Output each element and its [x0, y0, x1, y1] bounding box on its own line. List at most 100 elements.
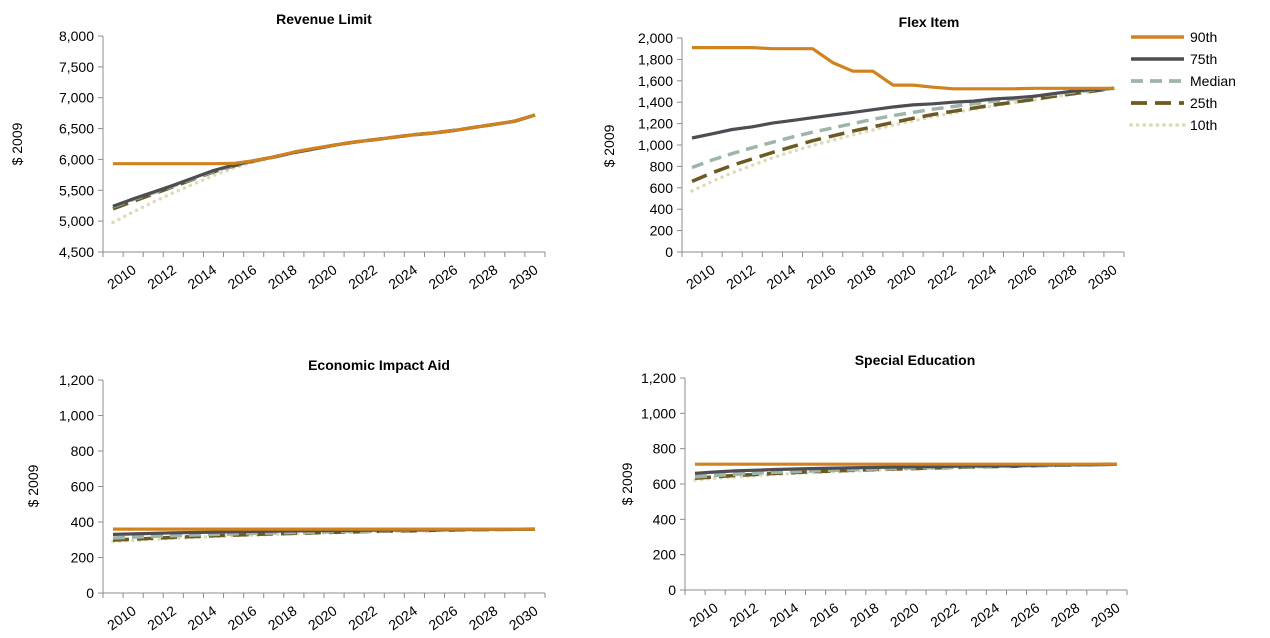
- y-tick-label: 1,000: [638, 137, 673, 153]
- y-tick-label: 0: [86, 585, 94, 601]
- x-tick-label: 2026: [426, 602, 461, 633]
- chart-title: Special Education: [855, 352, 976, 368]
- y-tick-label: 5,500: [59, 182, 94, 198]
- x-tick-label: 2010: [686, 599, 721, 630]
- series-line-median: [691, 86, 1115, 170]
- legend-item: 10th: [1129, 117, 1217, 133]
- y-tick-label: 7,500: [59, 59, 94, 75]
- x-tick-label: 2020: [887, 599, 922, 630]
- y-tick-label: 200: [653, 547, 677, 563]
- y-tick-label: 400: [71, 514, 95, 530]
- y-tick-label: 4,500: [59, 244, 94, 260]
- chart-economic-impact-aid: Economic Impact Aid $ 2009 0 200 400 600 800 1,…: [25, 357, 546, 633]
- series-line-90th: [692, 45, 1114, 91]
- x-tick-label: 2020: [884, 261, 919, 292]
- x-tick-label: 2022: [345, 261, 380, 292]
- x-tick-label: 2014: [185, 602, 220, 633]
- x-tick-label: 2026: [1008, 599, 1043, 630]
- legend-item: Median: [1131, 73, 1236, 89]
- x-tick-label: 2020: [305, 602, 340, 633]
- x-tick-label: 2012: [723, 261, 758, 292]
- x-tick-label: 2018: [265, 602, 300, 633]
- x-tick-label: 2028: [466, 261, 501, 292]
- y-tick-label: 200: [650, 223, 674, 239]
- y-tick-label: 1,000: [59, 408, 94, 424]
- y-tick-label: 600: [71, 479, 95, 495]
- y-tick-label: 600: [653, 476, 677, 492]
- x-tick-label: 2016: [807, 599, 842, 630]
- y-tick-label: 1,200: [59, 372, 94, 388]
- x-tick-label: 2022: [345, 602, 380, 633]
- legend-label: 10th: [1190, 117, 1217, 133]
- x-tick-label: 2014: [767, 599, 802, 630]
- legend-item: 25th: [1131, 95, 1217, 111]
- y-tick-label: 1,000: [641, 405, 676, 421]
- chart-legend: 90th 75th Median 25th 10th: [1129, 29, 1236, 133]
- x-tick-label: 2016: [225, 261, 260, 292]
- y-tick-label: 1,200: [641, 370, 676, 386]
- y-tick-label: 1,800: [638, 51, 673, 67]
- y-tick-label: 800: [650, 158, 674, 174]
- x-tick-label: 2030: [506, 261, 541, 292]
- x-tick-label: 2022: [924, 261, 959, 292]
- y-tick-label: 400: [653, 511, 677, 527]
- series-line-10th: [111, 113, 537, 225]
- y-tick-label: 5,000: [59, 213, 94, 229]
- chart-title: Economic Impact Aid: [308, 357, 450, 373]
- y-axis-label: $ 2009: [601, 124, 617, 167]
- x-tick-label: 2024: [964, 261, 999, 292]
- x-tick-label: 2010: [104, 261, 139, 292]
- x-tick-label: 2018: [265, 261, 300, 292]
- series-line-75th: [691, 86, 1115, 140]
- x-tick-label: 2018: [844, 261, 879, 292]
- legend-label: 75th: [1190, 51, 1217, 67]
- y-tick-label: 200: [71, 550, 95, 566]
- x-tick-label: 2018: [847, 599, 882, 630]
- x-tick-label: 2024: [385, 602, 420, 633]
- y-tick-label: 600: [650, 180, 674, 196]
- legend-label: Median: [1190, 73, 1236, 89]
- y-tick-label: 2,000: [638, 30, 673, 46]
- x-tick-label: 2012: [726, 599, 761, 630]
- x-tick-label: 2016: [804, 261, 839, 292]
- y-axis-label: $ 2009: [619, 462, 635, 505]
- x-tick-label: 2010: [104, 602, 139, 633]
- y-axis-label: $ 2009: [25, 464, 41, 507]
- x-tick-label: 2014: [185, 261, 220, 292]
- chart-title: Flex Item: [899, 14, 960, 30]
- y-tick-label: 6,500: [59, 121, 94, 137]
- legend-label: 90th: [1190, 29, 1217, 45]
- series-line-90th: [113, 113, 536, 166]
- x-tick-label: 2028: [1045, 261, 1080, 292]
- x-tick-label: 2010: [683, 261, 718, 292]
- x-tick-label: 2030: [1088, 599, 1123, 630]
- y-tick-label: 7,000: [59, 90, 94, 106]
- legend-label: 25th: [1190, 95, 1217, 111]
- x-tick-label: 2020: [305, 261, 340, 292]
- y-tick-label: 1,400: [638, 94, 673, 110]
- x-tick-label: 2024: [385, 261, 420, 292]
- chart-special-education: Special Education $ 2009 0 200 400 600 800 1,00…: [619, 352, 1128, 630]
- y-tick-label: 0: [665, 244, 673, 260]
- x-tick-label: 2026: [426, 261, 461, 292]
- series-line-25th: [691, 86, 1115, 184]
- chart-revenue-limit: Revenue Limit $ 2009 4,500 5,000 5,500 6,000 6…: [9, 11, 546, 292]
- x-tick-label: 2030: [1085, 261, 1120, 292]
- x-tick-label: 2012: [144, 261, 179, 292]
- x-tick-label: 2022: [927, 599, 962, 630]
- x-tick-label: 2026: [1005, 261, 1040, 292]
- y-tick-label: 1,200: [638, 116, 673, 132]
- x-tick-label: 2024: [967, 599, 1002, 630]
- y-tick-label: 800: [653, 441, 677, 457]
- y-tick-label: 0: [668, 582, 676, 598]
- chart-title: Revenue Limit: [276, 11, 372, 27]
- x-tick-label: 2028: [1048, 599, 1083, 630]
- series-line-10th: [690, 86, 1116, 193]
- y-tick-label: 1,600: [638, 73, 673, 89]
- y-tick-label: 8,000: [59, 28, 94, 44]
- x-tick-label: 2028: [466, 602, 501, 633]
- y-tick-label: 6,000: [59, 151, 94, 167]
- y-tick-label: 400: [650, 201, 674, 217]
- chart-flex-item: Flex Item $ 2009 0 200 400 600 800 1,000 1,200 1,…: [601, 14, 1125, 292]
